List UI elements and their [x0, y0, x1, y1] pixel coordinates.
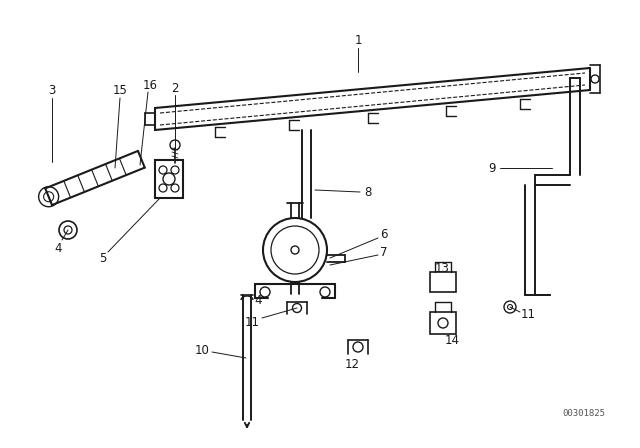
Text: 5: 5 — [99, 251, 107, 264]
Text: 11: 11 — [520, 309, 536, 322]
Text: 6: 6 — [380, 228, 388, 241]
Text: 3: 3 — [48, 83, 56, 96]
Text: 16: 16 — [143, 78, 157, 91]
Text: 00301825: 00301825 — [562, 409, 605, 418]
Text: 7: 7 — [380, 246, 388, 258]
Text: 13: 13 — [435, 262, 449, 275]
Text: 10: 10 — [195, 344, 209, 357]
Text: 2: 2 — [172, 82, 179, 95]
Text: 4: 4 — [54, 241, 61, 254]
Bar — [155, 160, 183, 198]
Text: 12: 12 — [344, 358, 360, 371]
Text: 1: 1 — [355, 34, 362, 47]
Bar — [430, 312, 456, 334]
Bar — [430, 272, 456, 292]
Text: 11: 11 — [244, 315, 259, 328]
Text: 9: 9 — [488, 161, 496, 175]
Text: 14: 14 — [445, 333, 460, 346]
Text: 8: 8 — [364, 185, 372, 198]
Text: 4: 4 — [254, 293, 262, 306]
Text: 15: 15 — [113, 83, 127, 96]
